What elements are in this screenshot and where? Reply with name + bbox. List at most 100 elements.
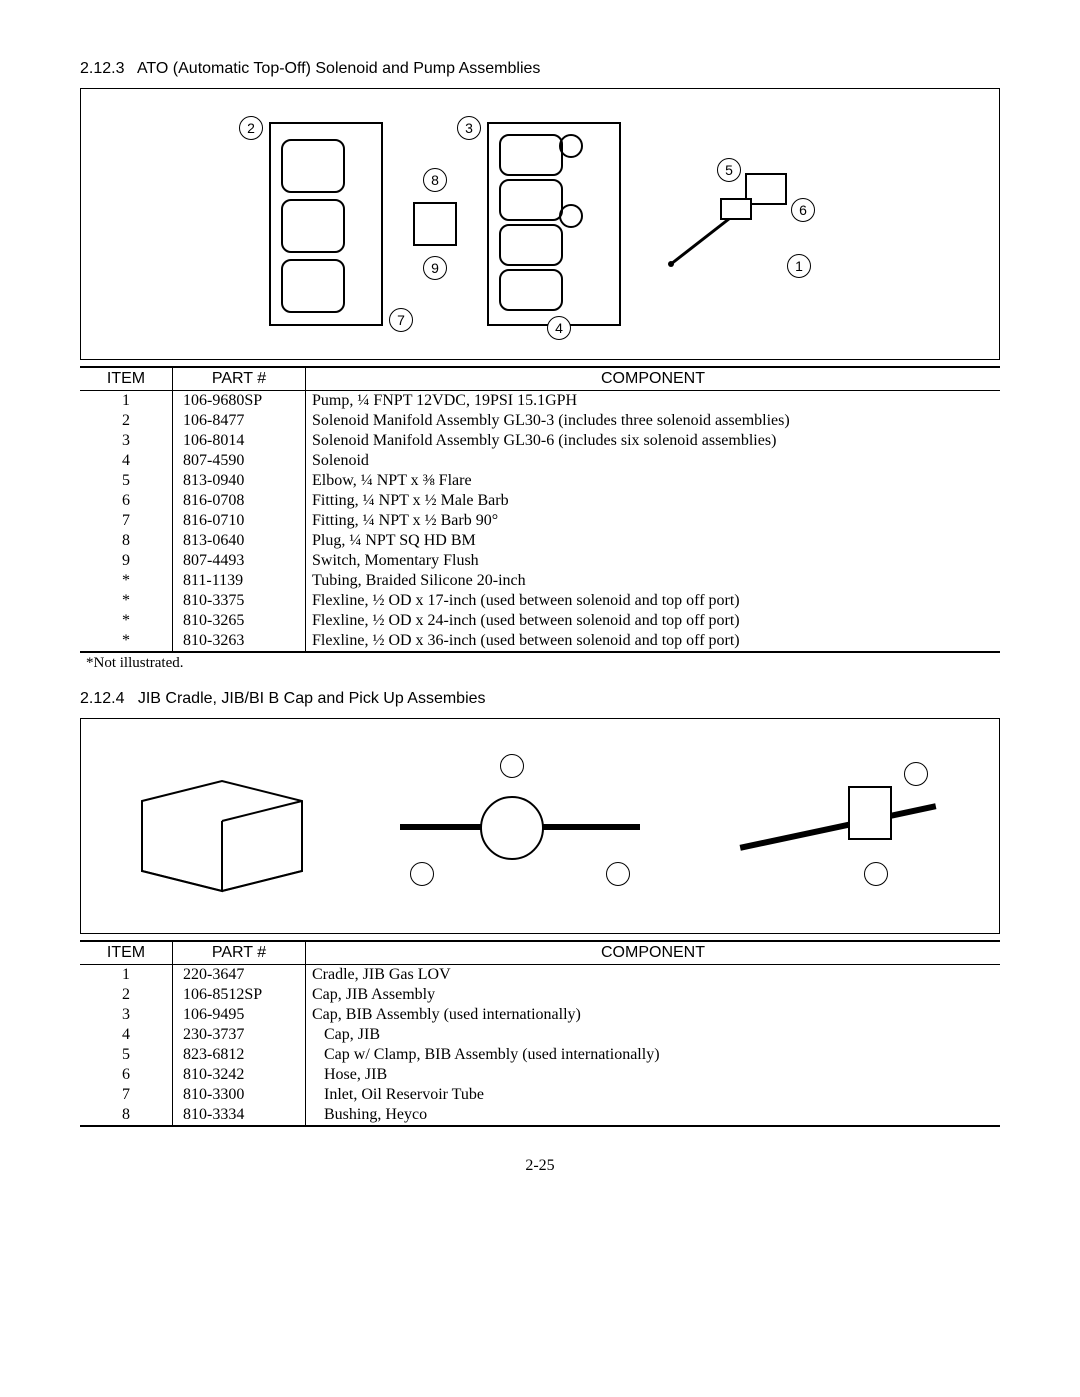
table-row: 8810-3334Bushing, Heyco [80, 1105, 1000, 1126]
cell-component: Flexline, ½ OD x 17-inch (used between s… [306, 591, 1001, 611]
cell-component: Pump, ¼ FNPT 12VDC, 19PSI 15.1GPH [306, 391, 1001, 412]
figure-jib-assemblies [80, 718, 1000, 934]
cell-part: 823-6812 [173, 1045, 306, 1065]
cell-item: 7 [80, 1085, 173, 1105]
callout-1: 1 [787, 254, 811, 278]
cell-item: 6 [80, 491, 173, 511]
table-row: 5823-6812Cap w/ Clamp, BIB Assembly (use… [80, 1045, 1000, 1065]
cell-component: Cap, JIB [306, 1025, 1001, 1045]
cell-part: 810-3375 [173, 591, 306, 611]
callout-4: 4 [547, 316, 571, 340]
diagram-cradle [132, 756, 312, 896]
col-item: ITEM [80, 941, 173, 965]
cell-component: Plug, ¼ NPT SQ HD BM [306, 531, 1001, 551]
table-row: *810-3263Flexline, ½ OD x 36-inch (used … [80, 631, 1000, 652]
cell-component: Elbow, ¼ NPT x ⅜ Flare [306, 471, 1001, 491]
table-row: *810-3265Flexline, ½ OD x 24-inch (used … [80, 611, 1000, 631]
cell-component: Tubing, Braided Silicone 20-inch [306, 571, 1001, 591]
cell-part: 106-9495 [173, 1005, 306, 1025]
cell-part: 813-0640 [173, 531, 306, 551]
cell-item: 3 [80, 1005, 173, 1025]
cell-part: 106-9680SP [173, 391, 306, 412]
diagram-pump: 5 6 1 [651, 164, 811, 284]
col-component: COMPONENT [306, 941, 1001, 965]
callout-8: 8 [423, 168, 447, 192]
table-row: 4230-3737Cap, JIB [80, 1025, 1000, 1045]
cell-item: 2 [80, 985, 173, 1005]
cell-component: Cap, JIB Assembly [306, 985, 1001, 1005]
cell-component: Fitting, ¼ NPT x ½ Barb 90° [306, 511, 1001, 531]
cell-part: 106-8512SP [173, 985, 306, 1005]
section-title-2: JIB Cradle, JIB/BI B Cap and Pick Up Ass… [138, 690, 486, 707]
cell-item: * [80, 631, 173, 652]
cell-part: 220-3647 [173, 965, 306, 986]
table-row: 6810-3242Hose, JIB [80, 1065, 1000, 1085]
table-row: *810-3375Flexline, ½ OD x 17-inch (used … [80, 591, 1000, 611]
cell-part: 810-3265 [173, 611, 306, 631]
page-number: 2-25 [80, 1157, 1000, 1175]
cell-part: 811-1139 [173, 571, 306, 591]
diagram-manifold-6 [487, 122, 621, 326]
callout-3: 3 [457, 116, 481, 140]
table-row: *811-1139Tubing, Braided Silicone 20-inc… [80, 571, 1000, 591]
parts-table-ato: ITEM PART # COMPONENT 1106-9680SPPump, ¼… [80, 366, 1000, 653]
diagram-tube-2 [728, 756, 948, 896]
diagram-switch [413, 202, 457, 246]
table-header-row: ITEM PART # COMPONENT [80, 367, 1000, 391]
section-number-1: 2.12.3 [80, 60, 124, 77]
cell-component: Solenoid Manifold Assembly GL30-6 (inclu… [306, 431, 1001, 451]
cell-item: 1 [80, 391, 173, 412]
cell-item: * [80, 571, 173, 591]
cell-item: 7 [80, 511, 173, 531]
footnote-not-illustrated: *Not illustrated. [86, 655, 1000, 672]
table-row: 6816-0708Fitting, ¼ NPT x ½ Male Barb [80, 491, 1000, 511]
table-row: 1106-9680SPPump, ¼ FNPT 12VDC, 19PSI 15.… [80, 391, 1000, 412]
cell-component: Cradle, JIB Gas LOV [306, 965, 1001, 986]
cell-part: 810-3263 [173, 631, 306, 652]
col-part: PART # [173, 367, 306, 391]
table-row: 3106-9495Cap, BIB Assembly (used interna… [80, 1005, 1000, 1025]
cell-part: 813-0940 [173, 471, 306, 491]
section-heading-2: 2.12.4 JIB Cradle, JIB/BI B Cap and Pick… [80, 690, 1000, 708]
cell-component: Switch, Momentary Flush [306, 551, 1001, 571]
callout-9: 9 [423, 256, 447, 280]
cell-item: 1 [80, 965, 173, 986]
callout-7: 7 [389, 308, 413, 332]
cell-item: 8 [80, 531, 173, 551]
cell-part: 816-0708 [173, 491, 306, 511]
cell-component: Bushing, Heyco [306, 1105, 1001, 1126]
cell-component: Inlet, Oil Reservoir Tube [306, 1085, 1001, 1105]
col-part: PART # [173, 941, 306, 965]
cell-item: 4 [80, 451, 173, 471]
cell-item: 9 [80, 551, 173, 571]
table-row: 1220-3647Cradle, JIB Gas LOV [80, 965, 1000, 986]
table-row: 7816-0710Fitting, ¼ NPT x ½ Barb 90° [80, 511, 1000, 531]
cell-component: Flexline, ½ OD x 36-inch (used between s… [306, 631, 1001, 652]
cell-component: Solenoid Manifold Assembly GL30-3 (inclu… [306, 411, 1001, 431]
parts-table-jib: ITEM PART # COMPONENT 1220-3647Cradle, J… [80, 940, 1000, 1127]
cell-item: 3 [80, 431, 173, 451]
cell-component: Solenoid [306, 451, 1001, 471]
section-heading-1: 2.12.3 ATO (Automatic Top-Off) Solenoid … [80, 60, 1000, 78]
cell-component: Cap, BIB Assembly (used internationally) [306, 1005, 1001, 1025]
table-row: 2106-8477Solenoid Manifold Assembly GL30… [80, 411, 1000, 431]
cell-part: 807-4493 [173, 551, 306, 571]
cell-component: Hose, JIB [306, 1065, 1001, 1085]
table-row: 7810-3300Inlet, Oil Reservoir Tube [80, 1085, 1000, 1105]
col-item: ITEM [80, 367, 173, 391]
cell-item: 5 [80, 1045, 173, 1065]
cell-item: 6 [80, 1065, 173, 1085]
cell-component: Fitting, ¼ NPT x ½ Male Barb [306, 491, 1001, 511]
table-header-row: ITEM PART # COMPONENT [80, 941, 1000, 965]
table-row: 4807-4590Solenoid [80, 451, 1000, 471]
cell-part: 810-3334 [173, 1105, 306, 1126]
callout-2: 2 [239, 116, 263, 140]
cell-component: Cap w/ Clamp, BIB Assembly (used interna… [306, 1045, 1001, 1065]
callout-5: 5 [717, 158, 741, 182]
cell-component: Flexline, ½ OD x 24-inch (used between s… [306, 611, 1001, 631]
cell-part: 106-8014 [173, 431, 306, 451]
figure-ato-assemblies: 2 7 8 9 3 4 5 6 1 [80, 88, 1000, 360]
cell-item: 4 [80, 1025, 173, 1045]
cell-part: 816-0710 [173, 511, 306, 531]
table-row: 2106-8512SPCap, JIB Assembly [80, 985, 1000, 1005]
